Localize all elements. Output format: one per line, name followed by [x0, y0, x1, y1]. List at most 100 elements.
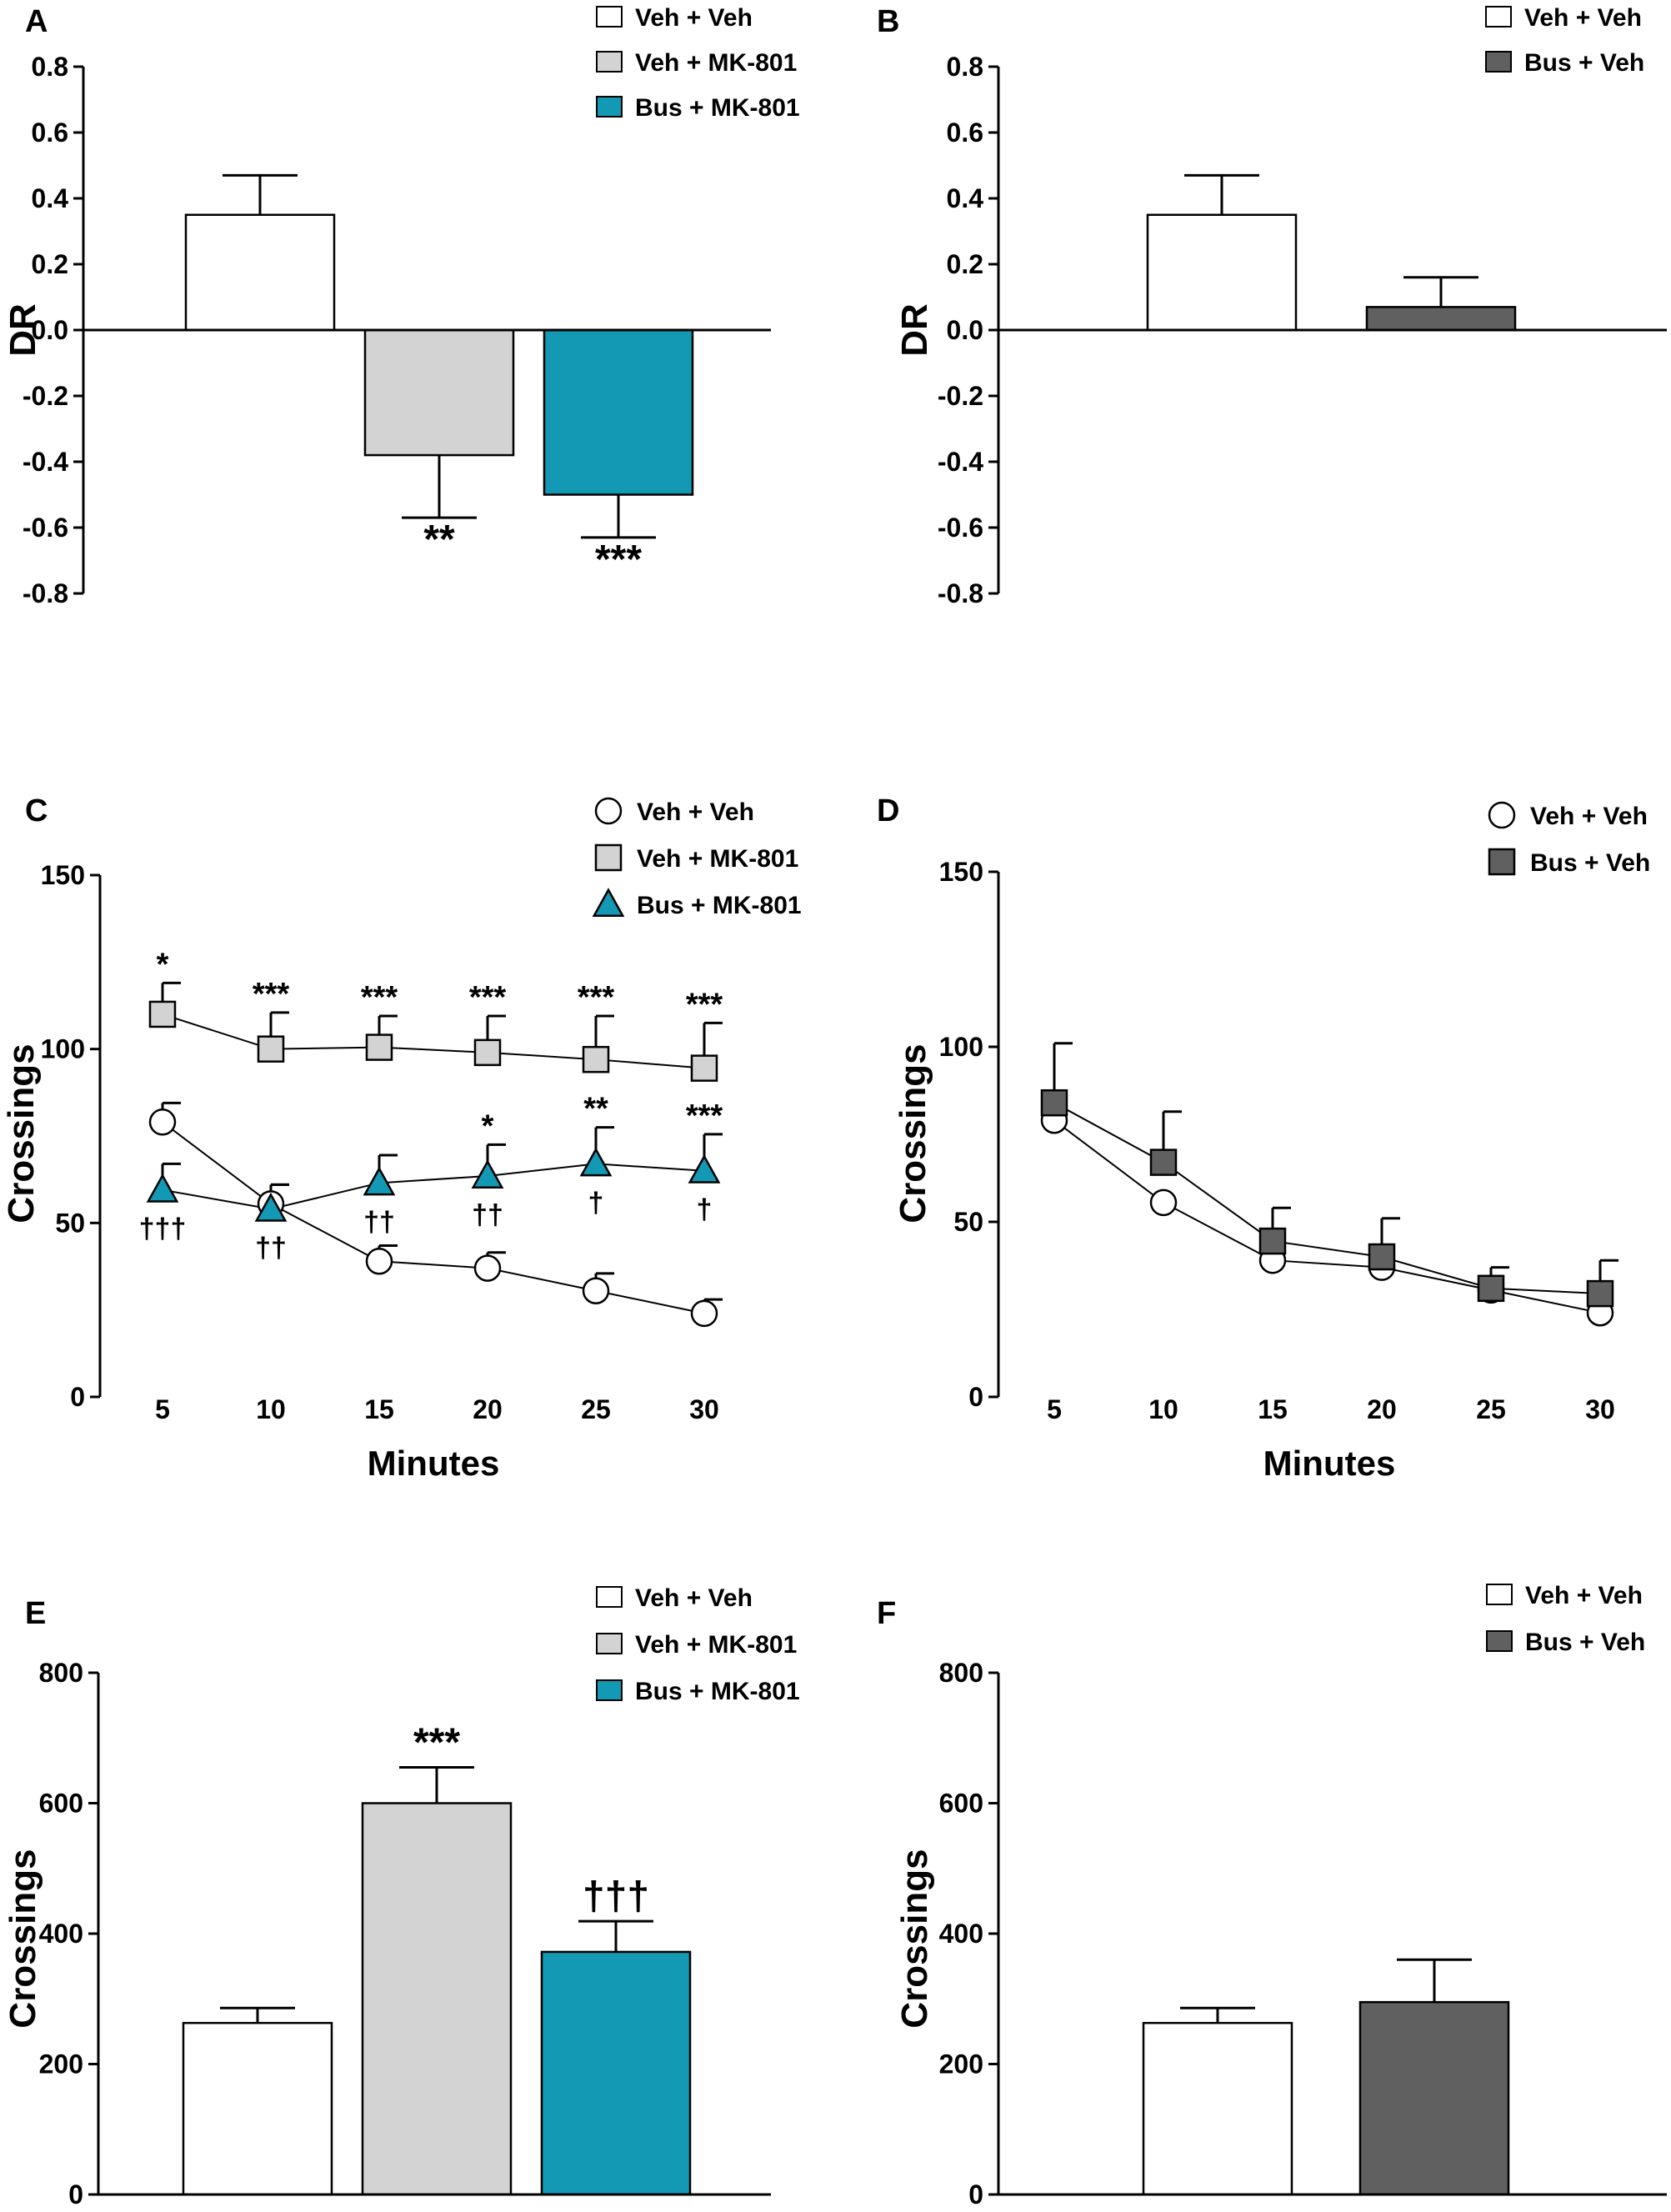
y-tick-label: -0.6	[938, 513, 983, 543]
y-tick-label: 800	[939, 1658, 983, 1688]
y-tick-label: 0.4	[32, 183, 69, 213]
y-tick-label: -0.6	[23, 513, 68, 543]
data-point	[254, 1192, 288, 1222]
significance-label: **	[423, 518, 455, 562]
data-point	[471, 1159, 504, 1189]
significance-label: ***	[469, 980, 507, 1015]
data-point	[690, 1299, 718, 1328]
y-tick-label: 400	[939, 1919, 983, 1949]
legend-label: Veh + Veh	[635, 1584, 753, 1612]
data-point	[1149, 1149, 1178, 1176]
y-axis-label: Crossings	[893, 1043, 933, 1223]
panel-B: 0.8 0.6 0.4 0.2 0.0 -0.2 -0.4 -0.6 -0.8 DR B Veh + …	[877, 4, 1667, 608]
y-axis-label: Crossings	[894, 1849, 935, 2028]
significance-label: **	[583, 1092, 608, 1127]
legend-marker	[594, 843, 623, 872]
y-tick-label: -0.4	[938, 447, 983, 477]
panel-D: 150 100 50 0 Crossings D 5 10 15 20 25 30 Minutes Veh…	[877, 793, 1650, 1483]
y-tick-label: -0.8	[23, 578, 68, 608]
y-tick-label: 0.6	[947, 118, 983, 148]
y-tick-label: -0.8	[938, 578, 983, 608]
y-axis-label: DR	[3, 303, 43, 357]
y-tick-label: -0.2	[938, 381, 983, 411]
x-axis-label: Minutes	[1263, 1444, 1396, 1483]
y-tick-label: 200	[939, 2049, 983, 2079]
legend-label: Veh + MK-801	[635, 49, 797, 77]
bar	[1142, 2021, 1293, 2196]
significance-label: †††	[139, 1214, 187, 1245]
y-tick-label: 800	[39, 1658, 83, 1688]
y-tick-label: 0.0	[32, 315, 68, 345]
data-point	[579, 1147, 613, 1177]
legend-swatch	[1485, 51, 1512, 73]
bar	[363, 328, 515, 457]
bar	[1365, 306, 1517, 332]
x-tick-label: 5	[1047, 1394, 1062, 1424]
bar	[540, 1950, 692, 2196]
x-tick-label: 10	[256, 1394, 286, 1424]
y-axis-label: DR	[894, 303, 935, 357]
bar	[1146, 213, 1298, 332]
y-tick-label: 0.4	[947, 183, 984, 213]
significance-label: ***	[595, 538, 642, 582]
x-axis-label: Minutes	[368, 1444, 500, 1483]
legend-label: Veh + Veh	[1530, 803, 1648, 830]
bar	[1358, 2000, 1510, 2196]
bar	[182, 2021, 333, 2196]
data-point	[690, 1054, 718, 1082]
significance-label: ***	[413, 1720, 460, 1764]
legend-label: Veh + MK-801	[635, 1631, 797, 1659]
y-tick-label: 0.0	[947, 315, 983, 345]
significance-label: ***	[686, 1098, 723, 1134]
legend-marker	[1488, 848, 1516, 876]
data-point	[582, 1277, 610, 1304]
y-tick-label: 100	[41, 1034, 85, 1064]
y-tick-label: 150	[939, 857, 983, 887]
significance-label: ***	[253, 977, 290, 1012]
y-tick-label: 0	[70, 1382, 85, 1412]
significance-label: †	[697, 1194, 713, 1226]
bar	[184, 213, 336, 332]
y-tick-label: 0.8	[32, 52, 68, 82]
significance-label: ***	[361, 980, 398, 1015]
panel-letter: C	[25, 793, 48, 828]
legend-swatch	[1486, 1584, 1513, 1605]
x-tick-label: 5	[155, 1394, 170, 1424]
panel-letter: F	[877, 1596, 896, 1631]
y-axis-label: Crossings	[1, 1043, 42, 1223]
significance-label: ***	[578, 980, 615, 1015]
y-tick-label: 150	[41, 860, 85, 890]
legend-swatch	[596, 51, 623, 73]
significance-label: †††	[583, 1874, 649, 1919]
legend-swatch	[1486, 1630, 1513, 1652]
x-tick-label: 15	[364, 1394, 394, 1424]
panel-letter: A	[25, 4, 48, 39]
legend-label: Bus + MK-801	[637, 892, 802, 919]
legend-label: Veh + Veh	[1525, 1582, 1643, 1609]
significance-label: ††	[363, 1206, 395, 1238]
legend-label: Bus + Veh	[1525, 1629, 1645, 1656]
panel-F: 800 600 400 200 0 Crossings F Veh + Veh Bus + Ve…	[877, 1582, 1667, 2209]
y-tick-label: 0.2	[947, 249, 983, 279]
data-point	[473, 1254, 502, 1282]
data-point	[473, 1038, 502, 1067]
legend-swatch	[596, 1679, 623, 1701]
significance-label: ††	[255, 1233, 287, 1264]
data-point	[688, 1154, 721, 1184]
data-point	[1040, 1088, 1068, 1117]
panel-letter: B	[877, 4, 899, 39]
data-point	[365, 1247, 393, 1275]
data-point	[146, 1173, 179, 1203]
series-line	[1053, 1119, 1601, 1314]
y-tick-label: 0	[968, 1382, 983, 1412]
y-tick-label: 600	[939, 1789, 983, 1819]
series-line	[162, 1013, 705, 1069]
data-point	[1368, 1243, 1396, 1271]
significance-label: *	[157, 947, 169, 982]
x-tick-label: 30	[689, 1394, 719, 1424]
y-tick-label: 600	[39, 1789, 83, 1819]
legend-label: Veh + Veh	[1524, 4, 1642, 32]
legend-swatch	[596, 1586, 623, 1608]
